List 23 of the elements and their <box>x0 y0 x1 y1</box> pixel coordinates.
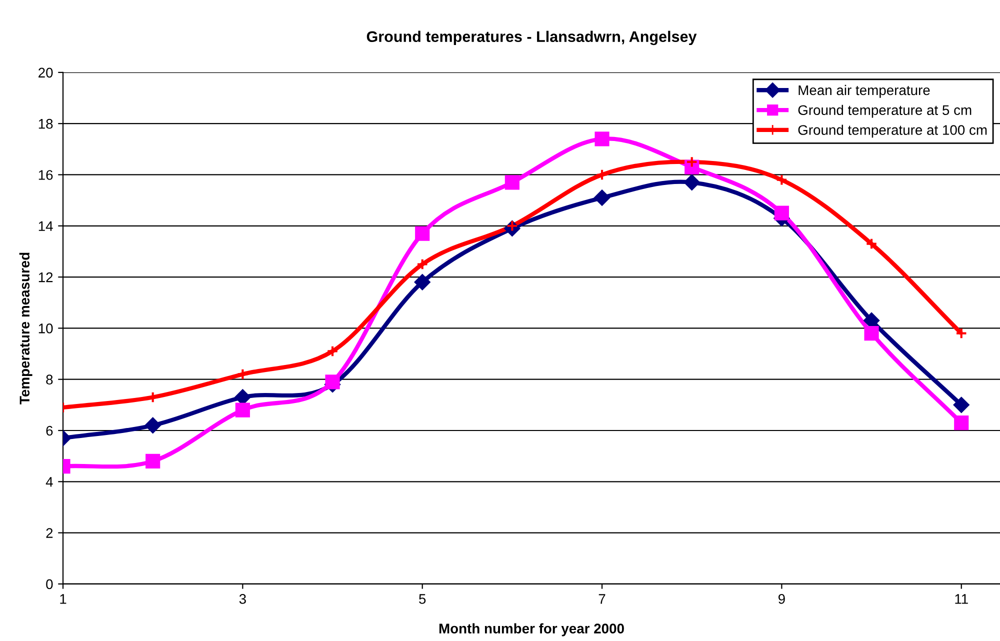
x-tick-label: 3 <box>239 594 246 604</box>
x-tick-label: 1 <box>60 594 66 604</box>
y-tick-label: 18 <box>38 118 53 129</box>
y-tick-label: 14 <box>38 221 53 231</box>
y-tick-label: 2 <box>46 528 53 538</box>
x-tick-label: 7 <box>598 594 606 604</box>
legend-label: Ground temperature at 100 cm <box>798 124 987 138</box>
y-tick-label: 10 <box>38 324 53 334</box>
y-tick-label: 16 <box>38 170 53 180</box>
y-tick-label: 20 <box>38 68 53 78</box>
y-axis-title: Temperature measured <box>19 252 32 404</box>
y-tick-label: 0 <box>46 579 53 590</box>
x-axis-title: Month number for year 2000 <box>439 623 624 636</box>
y-tick-label: 12 <box>38 272 53 282</box>
x-tick-label: 9 <box>778 594 785 604</box>
legend-label: Mean air temperature <box>798 84 930 98</box>
legend-label: Ground temperature at 5 cm <box>798 104 972 118</box>
x-tick-label: 11 <box>955 594 968 604</box>
x-tick-label: 5 <box>419 594 426 604</box>
y-tick-label: 6 <box>46 426 53 436</box>
y-tick-label: 4 <box>46 477 53 487</box>
y-tick-label: 8 <box>46 374 53 385</box>
chart-title: Ground temperatures - Llansadwrn, Angelsey <box>366 30 697 46</box>
